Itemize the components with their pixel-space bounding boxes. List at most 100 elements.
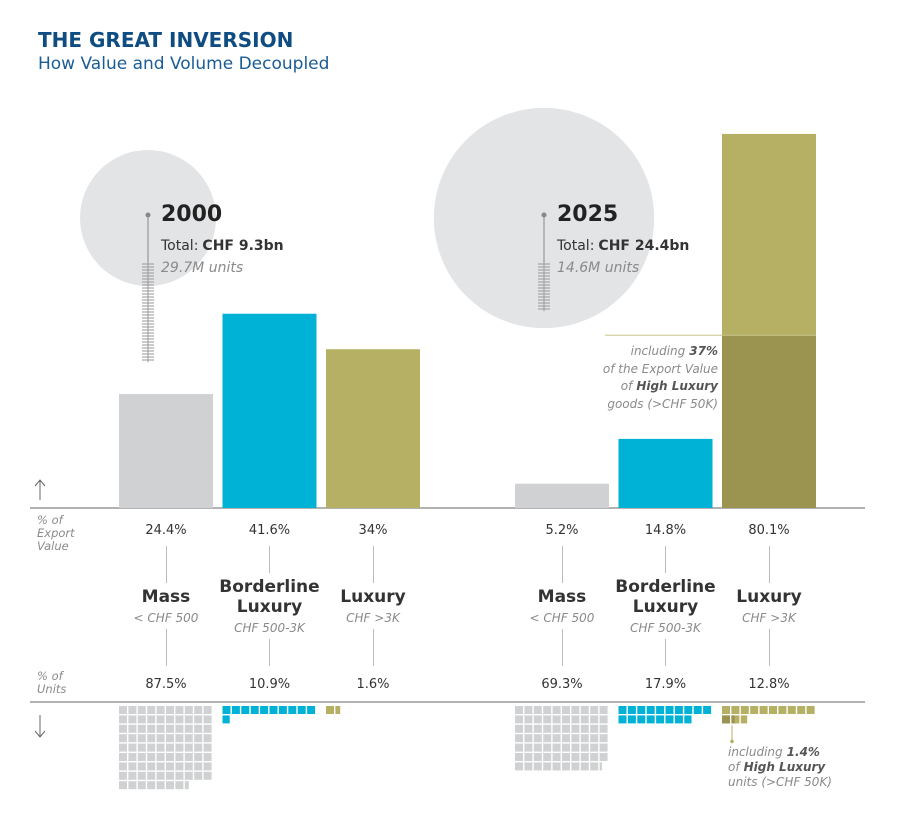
unit-square bbox=[552, 734, 561, 743]
unit-square bbox=[580, 762, 589, 771]
unit-square bbox=[665, 715, 674, 724]
unit-square bbox=[175, 771, 184, 780]
connector bbox=[372, 546, 374, 583]
unit-square bbox=[194, 715, 203, 724]
unit-square bbox=[203, 762, 212, 771]
unit-square bbox=[137, 734, 146, 743]
high-luxury-value-note: including 37% of the Export Value of High Lu… bbox=[603, 343, 718, 413]
unit-square bbox=[515, 706, 523, 714]
units-total: 14.6M units bbox=[557, 260, 640, 276]
note-line: of High Luxury bbox=[603, 378, 718, 396]
unit-square bbox=[562, 753, 570, 761]
unit-square bbox=[128, 771, 137, 780]
unit-square bbox=[222, 715, 230, 724]
unit-square bbox=[260, 706, 269, 714]
unit-square bbox=[203, 715, 212, 724]
unit-square bbox=[175, 753, 184, 761]
unit-square bbox=[684, 715, 692, 724]
unit-square bbox=[147, 724, 156, 733]
unit-square bbox=[552, 715, 561, 724]
unit-square bbox=[137, 715, 146, 724]
unit-square bbox=[175, 762, 184, 771]
note-line: of the Export Value bbox=[603, 361, 718, 379]
units-label: 10.9% bbox=[248, 677, 291, 692]
unit-square bbox=[637, 706, 646, 714]
unit-square bbox=[580, 724, 589, 733]
unit-square bbox=[590, 715, 599, 724]
unit-square bbox=[571, 724, 580, 733]
note-value: 1.4% bbox=[786, 745, 820, 760]
unit-square bbox=[128, 781, 137, 790]
unit-square bbox=[533, 753, 542, 761]
total-value: CHF 24.4bn bbox=[598, 238, 690, 254]
unit-square bbox=[599, 715, 608, 724]
unit-square bbox=[740, 715, 748, 724]
unit-square bbox=[552, 743, 561, 752]
unit-square bbox=[524, 743, 533, 752]
unit-square bbox=[203, 771, 212, 780]
pin-head bbox=[541, 212, 547, 218]
category-block: Luxury CHF >3K bbox=[704, 546, 834, 666]
unit-square bbox=[533, 715, 542, 724]
units-label: 87.5% bbox=[145, 677, 187, 692]
unit-square bbox=[147, 753, 156, 761]
unit-square bbox=[646, 715, 655, 724]
category-range: CHF >3K bbox=[346, 611, 400, 625]
unit-square bbox=[665, 706, 674, 714]
unit-square bbox=[128, 724, 137, 733]
unit-square bbox=[156, 762, 165, 771]
unit-square bbox=[599, 743, 608, 752]
unit-square bbox=[231, 706, 240, 714]
unit-square bbox=[543, 753, 552, 761]
high-luxury-value-bar bbox=[722, 335, 816, 508]
category-block: Mass < CHF 500 bbox=[497, 546, 627, 666]
units-label: 1.6% bbox=[356, 677, 390, 692]
unit-square bbox=[175, 743, 184, 752]
note-text: goods (>CHF 50K) bbox=[607, 396, 718, 411]
unit-square bbox=[137, 743, 146, 752]
note-emph: High Luxury bbox=[636, 379, 718, 394]
unit-square bbox=[580, 715, 589, 724]
unit-square bbox=[580, 706, 589, 714]
unit-square bbox=[693, 706, 702, 714]
connector bbox=[165, 629, 167, 666]
unit-square bbox=[580, 743, 589, 752]
connector bbox=[561, 629, 563, 666]
unit-square bbox=[524, 734, 533, 743]
unit-square bbox=[147, 743, 156, 752]
unit-square bbox=[203, 724, 212, 733]
unit-square bbox=[147, 781, 156, 790]
unit-square bbox=[269, 706, 278, 714]
unit-square bbox=[156, 706, 165, 714]
unit-square bbox=[543, 715, 552, 724]
unit-square bbox=[166, 753, 174, 761]
unit-square bbox=[524, 715, 533, 724]
unit-square bbox=[571, 753, 580, 761]
units-label: 17.9% bbox=[644, 677, 687, 692]
unit-square bbox=[571, 762, 580, 771]
unit-square bbox=[524, 762, 533, 771]
unit-square bbox=[184, 781, 189, 790]
unit-square bbox=[562, 715, 570, 724]
total-prefix: Total: bbox=[161, 238, 199, 254]
value-label: 5.2% bbox=[545, 523, 579, 538]
unit-square bbox=[175, 706, 184, 714]
connector bbox=[269, 639, 270, 666]
title: THE GREAT INVERSION bbox=[38, 28, 294, 52]
unit-square bbox=[562, 743, 570, 752]
unit-square bbox=[515, 734, 523, 743]
units-ladder bbox=[142, 262, 154, 363]
subtitle: How Value and Volume Decoupled bbox=[38, 54, 330, 74]
unit-square bbox=[722, 706, 730, 714]
value-label: 34% bbox=[358, 523, 388, 538]
unit-square bbox=[156, 753, 165, 761]
unit-square bbox=[543, 743, 552, 752]
unit-square bbox=[156, 715, 165, 724]
unit-square bbox=[599, 762, 602, 771]
unit-square bbox=[552, 753, 561, 761]
connector bbox=[665, 639, 666, 666]
unit-square bbox=[288, 706, 297, 714]
unit-square bbox=[533, 706, 542, 714]
unit-square bbox=[674, 706, 683, 714]
